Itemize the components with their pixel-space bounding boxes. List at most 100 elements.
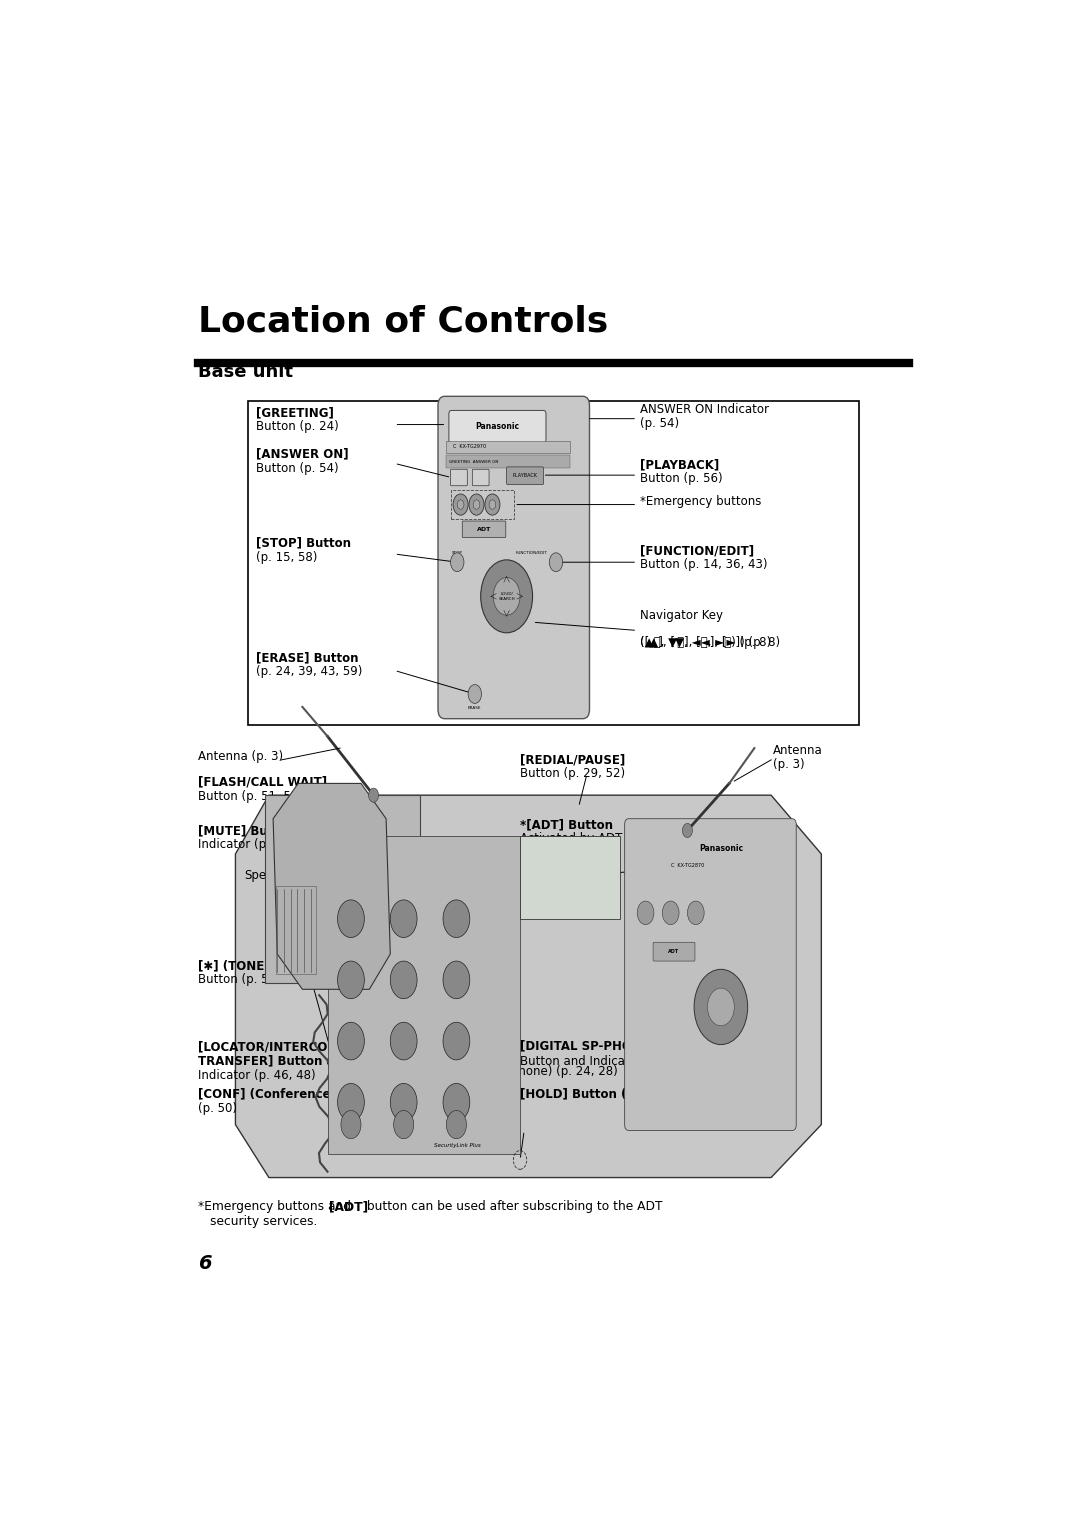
Circle shape <box>683 824 692 837</box>
Text: *Emergency buttons: *Emergency buttons <box>639 495 761 507</box>
Text: LOUD/
SEARCH: LOUD/ SEARCH <box>498 591 515 601</box>
Text: TRANSFER] Button and: TRANSFER] Button and <box>198 1054 351 1068</box>
Polygon shape <box>273 784 390 989</box>
Circle shape <box>446 1111 467 1138</box>
Text: ANSWER ON Indicator: ANSWER ON Indicator <box>639 403 769 416</box>
Text: Button (p. 51): Button (p. 51) <box>198 973 281 987</box>
FancyBboxPatch shape <box>449 411 546 443</box>
Text: [FUNCTION/EDIT]: [FUNCTION/EDIT] <box>639 544 754 556</box>
Circle shape <box>390 961 417 999</box>
Circle shape <box>485 494 500 515</box>
Text: (p. 24, 39, 43, 59): (p. 24, 39, 43, 59) <box>256 665 363 678</box>
Text: [✱] (TONE): [✱] (TONE) <box>198 960 269 972</box>
FancyBboxPatch shape <box>472 469 489 486</box>
Text: 6: 6 <box>198 1254 212 1273</box>
Circle shape <box>688 902 704 924</box>
Bar <box>248 400 859 724</box>
FancyBboxPatch shape <box>462 521 505 538</box>
Text: Button (p. 56): Button (p. 56) <box>639 472 723 486</box>
Text: [HOLD] Button (p. 29): [HOLD] Button (p. 29) <box>521 1088 665 1100</box>
Circle shape <box>450 553 464 571</box>
Circle shape <box>707 989 734 1025</box>
FancyBboxPatch shape <box>507 468 543 484</box>
Text: [STOP] Button: [STOP] Button <box>256 536 351 550</box>
Circle shape <box>390 1083 417 1122</box>
FancyBboxPatch shape <box>450 469 468 486</box>
Circle shape <box>338 1022 364 1060</box>
Text: SecurityLink Plus: SecurityLink Plus <box>434 1143 481 1148</box>
Bar <box>275 886 315 973</box>
Circle shape <box>338 961 364 999</box>
Text: (p. 50): (p. 50) <box>198 1102 237 1114</box>
FancyBboxPatch shape <box>624 819 796 1131</box>
Circle shape <box>489 500 496 509</box>
Text: C  KX-TG2970: C KX-TG2970 <box>454 445 486 449</box>
Bar <box>446 455 570 468</box>
Text: GREETING  ANSWER ON: GREETING ANSWER ON <box>449 460 498 465</box>
Text: Button (p. 14, 36, 43): Button (p. 14, 36, 43) <box>639 558 767 571</box>
Text: Speaker: Speaker <box>244 869 292 882</box>
Text: Navigator Key: Navigator Key <box>639 608 723 622</box>
Text: (p. 15, 58): (p. 15, 58) <box>256 552 318 564</box>
Text: Panasonic: Panasonic <box>699 843 743 853</box>
Circle shape <box>443 1022 470 1060</box>
Circle shape <box>338 1083 364 1122</box>
Text: Button (p. 29, 52): Button (p. 29, 52) <box>521 767 625 781</box>
Circle shape <box>694 969 747 1045</box>
Circle shape <box>443 900 470 938</box>
Circle shape <box>443 1083 470 1122</box>
Circle shape <box>368 788 379 802</box>
Text: Button (p. 54): Button (p. 54) <box>256 461 339 475</box>
Circle shape <box>443 961 470 999</box>
Polygon shape <box>265 795 420 984</box>
Circle shape <box>469 494 484 515</box>
Text: MIC (Microphone) (p. 24, 28): MIC (Microphone) (p. 24, 28) <box>449 1065 618 1079</box>
Text: Button (p. 24): Button (p. 24) <box>256 420 339 434</box>
Text: *Emergency buttons and: *Emergency buttons and <box>198 1201 354 1213</box>
Circle shape <box>341 1111 361 1138</box>
Circle shape <box>468 685 482 703</box>
Text: Panasonic: Panasonic <box>475 422 519 431</box>
Text: [ADT]: [ADT] <box>329 1201 368 1213</box>
Text: (▲⃣, ▼⃣, ◄⃣, ►⃣) (p. 8): (▲⃣, ▼⃣, ◄⃣, ►⃣) (p. 8) <box>639 636 771 649</box>
Text: C  KX-TG2870: C KX-TG2870 <box>671 863 704 868</box>
Bar <box>451 490 514 518</box>
Text: security services.: security services. <box>211 1215 318 1227</box>
Circle shape <box>338 900 364 938</box>
Circle shape <box>481 559 532 633</box>
Text: [LOCATOR/INTERCOM/: [LOCATOR/INTERCOM/ <box>198 1041 343 1053</box>
Text: Base unit: Base unit <box>198 364 293 380</box>
Text: Antenna: Antenna <box>773 744 823 756</box>
Text: Indicator (p. 46, 48): Indicator (p. 46, 48) <box>198 1068 315 1082</box>
Circle shape <box>390 1022 417 1060</box>
Text: Location of Controls: Location of Controls <box>198 304 608 339</box>
Text: ADT: ADT <box>669 949 679 953</box>
Text: [ANSWER ON]: [ANSWER ON] <box>256 448 349 460</box>
Circle shape <box>453 494 468 515</box>
Circle shape <box>473 500 480 509</box>
Circle shape <box>662 902 679 924</box>
Circle shape <box>457 500 464 509</box>
Text: [REDIAL/PAUSE]: [REDIAL/PAUSE] <box>521 753 625 767</box>
Circle shape <box>550 553 563 571</box>
Bar <box>446 442 570 452</box>
Circle shape <box>393 1111 414 1138</box>
Text: (p. 3): (p. 3) <box>773 758 805 772</box>
Text: ADT: ADT <box>477 527 491 532</box>
Text: Antenna (p. 3): Antenna (p. 3) <box>198 750 283 762</box>
Text: FUNCTION/EDIT: FUNCTION/EDIT <box>516 550 548 555</box>
Text: STOP: STOP <box>451 550 462 555</box>
Text: [GREETING]: [GREETING] <box>256 406 334 419</box>
FancyBboxPatch shape <box>438 396 590 718</box>
Text: [FLASH/CALL WAIT]: [FLASH/CALL WAIT] <box>198 776 327 788</box>
Polygon shape <box>235 795 821 1178</box>
Text: [CONF] (Conference) Button: [CONF] (Conference) Button <box>198 1088 384 1100</box>
Text: [MUTE] Button and: [MUTE] Button and <box>198 824 324 837</box>
Text: button can be used after subscribing to the ADT: button can be used after subscribing to … <box>363 1201 662 1213</box>
Text: (p. 54): (p. 54) <box>639 417 679 429</box>
Text: Button and Indicator (p. 28): Button and Indicator (p. 28) <box>521 1054 685 1068</box>
Circle shape <box>637 902 653 924</box>
Text: Button (p. 51, 53): Button (p. 51, 53) <box>198 790 302 802</box>
Text: PLAYBACK: PLAYBACK <box>513 474 538 478</box>
Text: ([▲], [▼], [◄], [►]) (p. 8): ([▲], [▼], [◄], [►]) (p. 8) <box>639 636 780 649</box>
